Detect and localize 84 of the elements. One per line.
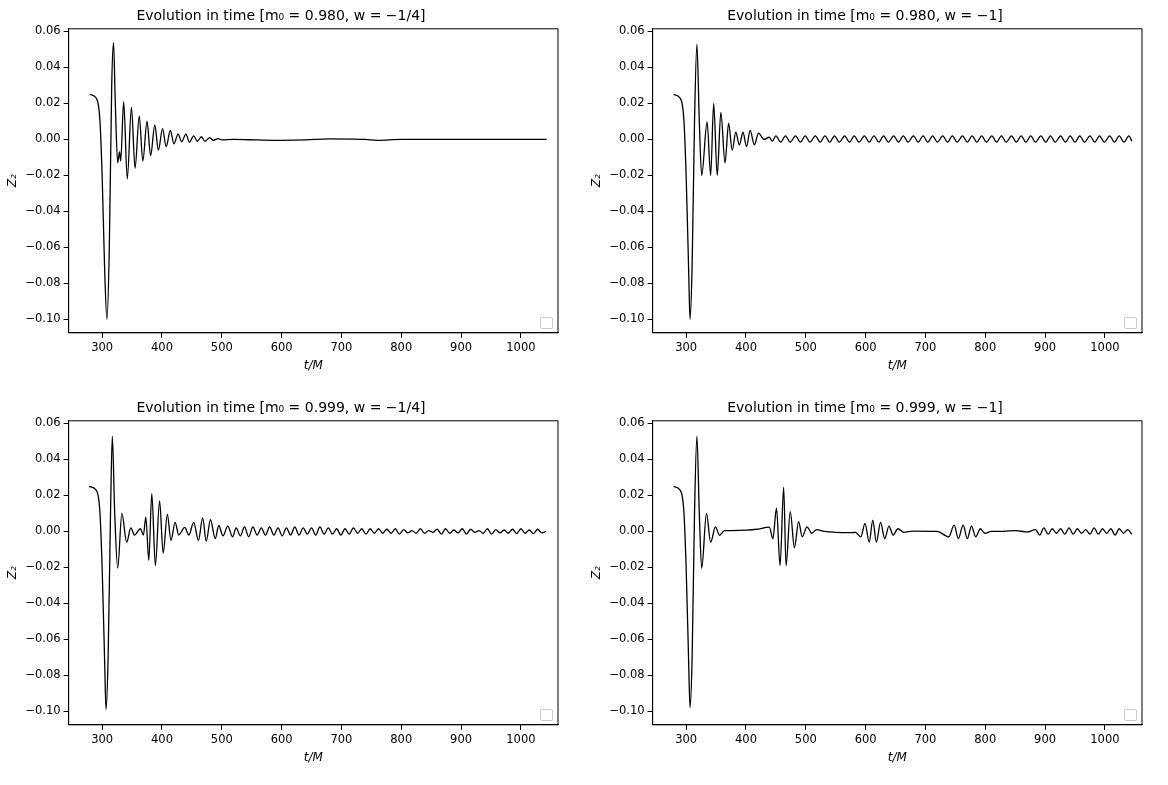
line-series	[672, 43, 1133, 320]
y-tick-label: −0.10	[25, 311, 61, 326]
x-tick-label: 800	[390, 731, 413, 746]
x-tick-label: 900	[450, 339, 473, 354]
x-tick-label: 800	[974, 731, 997, 746]
x-tick-label: 400	[150, 339, 173, 354]
line-series	[89, 41, 548, 320]
x-tick-label: 800	[974, 339, 997, 354]
x-tick-label: 300	[91, 731, 114, 746]
x-tick-label: 700	[330, 731, 353, 746]
line-series	[672, 435, 1133, 709]
x-tick-label: 600	[854, 731, 877, 746]
chart-title: Evolution in time [m₀ = 0.980, w = −1/4]	[136, 7, 426, 24]
x-tick-label: 800	[390, 339, 413, 354]
x-tick-label: 300	[675, 731, 698, 746]
y-tick-label: 0.02	[619, 95, 645, 110]
x-tick-label: 900	[1034, 731, 1057, 746]
y-tick-label: 0.06	[35, 415, 61, 430]
y-tick-label: 0.04	[35, 59, 61, 74]
y-tick-label: 0.04	[619, 451, 645, 466]
y-tick-label: 0.06	[35, 23, 61, 38]
y-tick-label: −0.08	[609, 667, 645, 682]
x-tick-label: 1000	[1090, 339, 1120, 354]
y-tick-label: −0.08	[609, 275, 645, 290]
x-tick-label: 1000	[506, 339, 536, 354]
y-axis-title: Z₂	[589, 566, 604, 581]
y-axis-title: Z₂	[5, 566, 20, 581]
y-tick-label: −0.06	[609, 631, 645, 646]
x-tick-label: 500	[210, 339, 233, 354]
y-tick-label: −0.02	[25, 559, 61, 574]
y-tick-label: −0.10	[609, 311, 645, 326]
x-tick-label: 700	[330, 339, 353, 354]
y-tick-label: 0.04	[35, 451, 61, 466]
y-tick-label: 0.06	[619, 415, 645, 430]
x-axis-title: t/M	[303, 749, 324, 764]
y-tick-label: −0.04	[25, 203, 61, 218]
y-tick-label: −0.06	[609, 239, 645, 254]
y-tick-label: −0.02	[25, 167, 61, 182]
x-tick-label: 600	[270, 339, 293, 354]
y-tick-label: −0.04	[609, 203, 645, 218]
x-tick-label: 900	[450, 731, 473, 746]
x-tick-label: 1000	[506, 731, 536, 746]
x-tick-label: 400	[150, 731, 173, 746]
y-tick-label: 0.04	[619, 59, 645, 74]
x-tick-label: 500	[210, 731, 233, 746]
x-tick-label: 700	[914, 339, 937, 354]
chart-title: Evolution in time [m₀ = 0.999, w = −1/4]	[136, 399, 426, 416]
y-tick-label: −0.04	[25, 595, 61, 610]
x-tick-label: 1000	[1090, 731, 1120, 746]
x-tick-label: 400	[734, 731, 757, 746]
x-tick-label: 300	[675, 339, 698, 354]
y-tick-label: −0.08	[25, 275, 61, 290]
y-tick-label: 0.06	[619, 23, 645, 38]
y-tick-label: −0.02	[609, 559, 645, 574]
y-tick-label: 0.02	[35, 95, 61, 110]
y-tick-label: −0.08	[25, 667, 61, 682]
y-tick-label: 0.02	[619, 487, 645, 502]
y-tick-label: 0.00	[619, 523, 645, 538]
y-axis-title: Z₂	[589, 174, 604, 189]
x-axis-title: t/M	[887, 357, 908, 372]
x-tick-label: 400	[734, 339, 757, 354]
x-tick-label: 500	[794, 339, 817, 354]
y-tick-label: −0.02	[609, 167, 645, 182]
x-tick-label: 600	[854, 339, 877, 354]
line-series	[88, 435, 547, 711]
chart-title: Evolution in time [m₀ = 0.999, w = −1]	[727, 399, 1003, 416]
y-tick-label: −0.06	[25, 631, 61, 646]
y-tick-label: 0.02	[35, 487, 61, 502]
y-tick-label: −0.04	[609, 595, 645, 610]
chart-title: Evolution in time [m₀ = 0.980, w = −1]	[727, 7, 1003, 24]
x-tick-label: 300	[91, 339, 114, 354]
x-tick-label: 900	[1034, 339, 1057, 354]
x-axis-title: t/M	[303, 357, 324, 372]
y-tick-label: 0.00	[35, 131, 61, 146]
y-tick-label: 0.00	[35, 523, 61, 538]
y-tick-label: 0.00	[619, 131, 645, 146]
x-tick-label: 600	[270, 731, 293, 746]
y-axis-title: Z₂	[5, 174, 20, 189]
y-tick-label: −0.10	[25, 703, 61, 718]
x-axis-title: t/M	[887, 749, 908, 764]
y-tick-label: −0.10	[609, 703, 645, 718]
x-tick-label: 500	[794, 731, 817, 746]
x-tick-label: 700	[914, 731, 937, 746]
y-tick-label: −0.06	[25, 239, 61, 254]
